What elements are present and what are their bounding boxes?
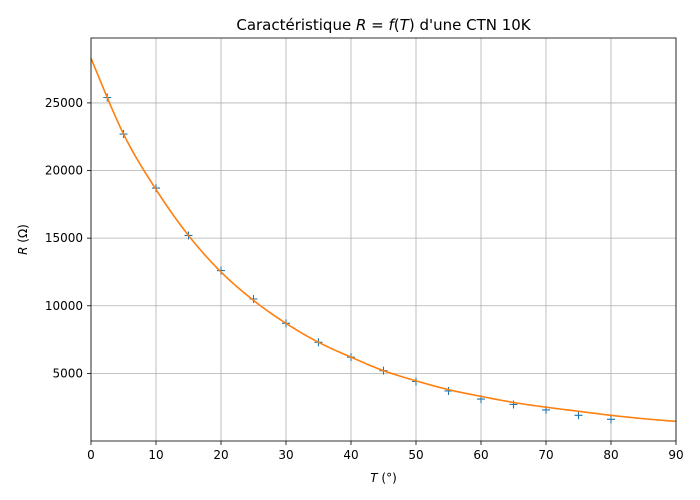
- x-tick-label: 30: [278, 448, 293, 462]
- data-point-marker: [574, 411, 583, 420]
- fit-curve: [90, 57, 677, 423]
- chart-title: Caractéristique R = f(T) d'une CTN 10K: [236, 16, 531, 34]
- x-tick-label: 90: [668, 448, 683, 462]
- y-tick-label: 25000: [45, 96, 83, 110]
- x-tick-label: 50: [408, 448, 423, 462]
- x-tick-label: 60: [473, 448, 488, 462]
- plot-frame: [90, 37, 677, 442]
- x-tick-label: 80: [603, 448, 618, 462]
- grid: [90, 38, 677, 441]
- x-tick-label: 10: [148, 448, 163, 462]
- x-axis-label: T (°): [370, 471, 397, 485]
- axis-ticks: 0 10 20 30 40 50 60 70 80 90 5000 10000 15000 20000 25…: [45, 96, 684, 462]
- data-point-marker: [607, 415, 615, 424]
- x-tick-label: 40: [343, 448, 358, 462]
- data-point-marker: [217, 266, 225, 275]
- y-tick-label: 5000: [52, 366, 83, 380]
- y-tick-label: 15000: [45, 231, 83, 245]
- y-tick-label: 10000: [45, 299, 83, 313]
- x-tick-label: 0: [87, 448, 95, 462]
- x-tick-label: 20: [213, 448, 228, 462]
- y-tick-label: 20000: [45, 164, 83, 178]
- x-tick-label: 70: [538, 448, 553, 462]
- y-axis-label: R (Ω): [16, 224, 30, 255]
- series-group: [90, 57, 677, 424]
